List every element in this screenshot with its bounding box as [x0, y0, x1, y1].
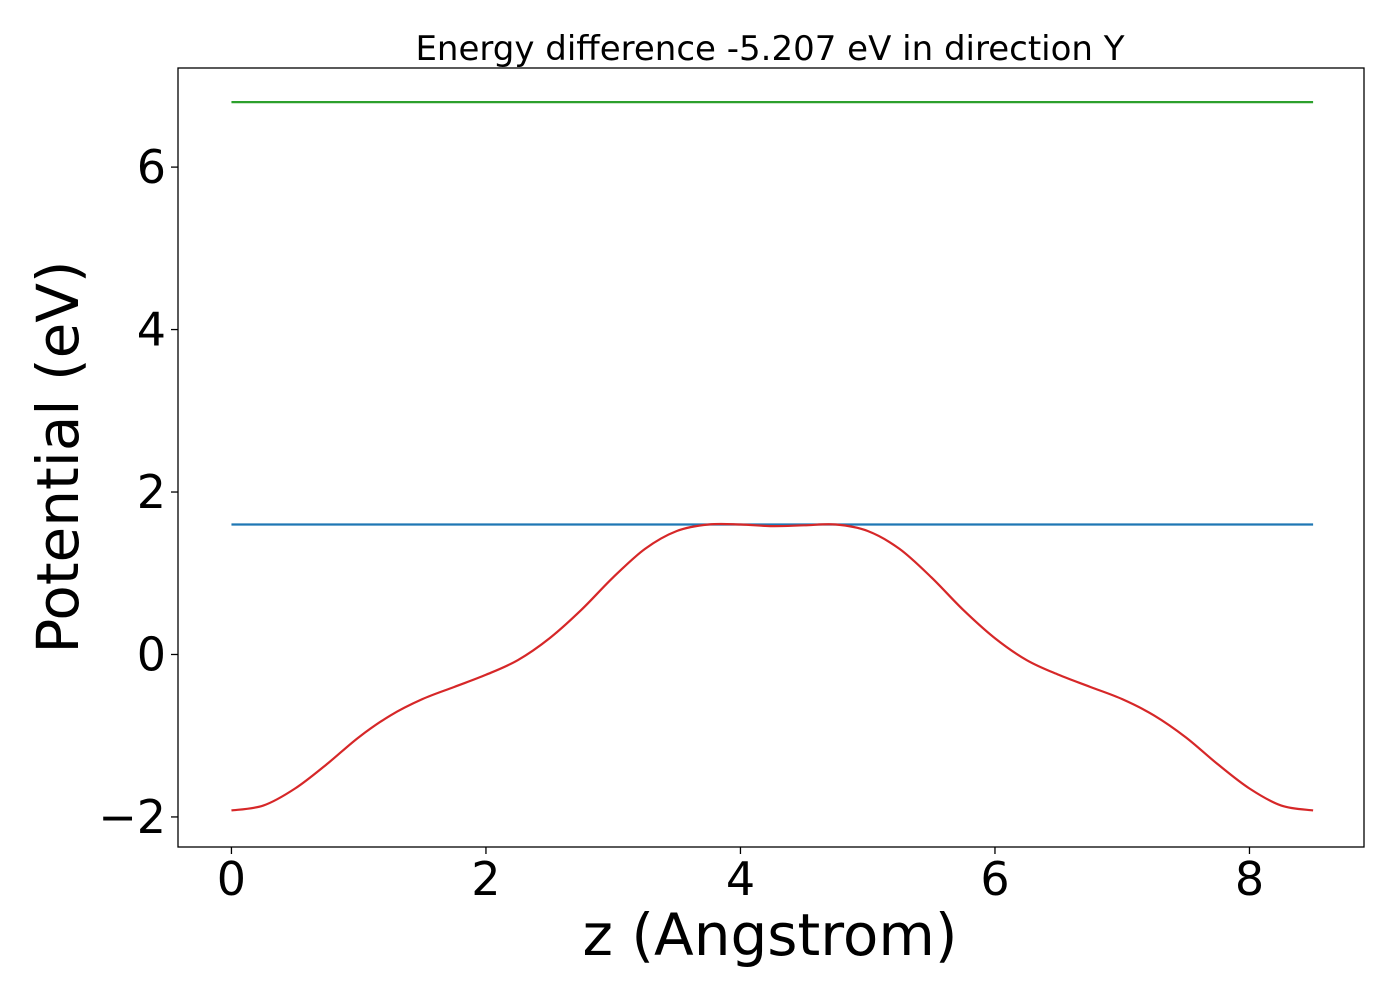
y-tick-label: 2: [137, 465, 166, 519]
y-axis: −2 0 2 4 6: [98, 140, 178, 844]
x-axis: 0 2 4 6 8: [217, 847, 1264, 906]
plot-lines: [231, 101, 1314, 812]
chart-title: Energy difference -5.207 eV in direction…: [415, 29, 1124, 69]
y-tick-label: 6: [137, 140, 166, 194]
y-tick-label: −2: [98, 790, 166, 844]
x-tick-label: 2: [471, 852, 500, 906]
y-tick-label: 4: [137, 303, 166, 357]
series-line-3: [231, 522, 1314, 812]
y-tick-label: 0: [137, 627, 166, 681]
x-tick-label: 4: [726, 852, 755, 906]
y-axis-label: Potential (eV): [24, 260, 92, 653]
x-axis-label: z (Angstrom): [583, 901, 958, 969]
x-tick-label: 8: [1235, 852, 1264, 906]
x-tick-label: 0: [217, 852, 246, 906]
x-tick-label: 6: [980, 852, 1009, 906]
plot-frame: [177, 67, 1365, 848]
